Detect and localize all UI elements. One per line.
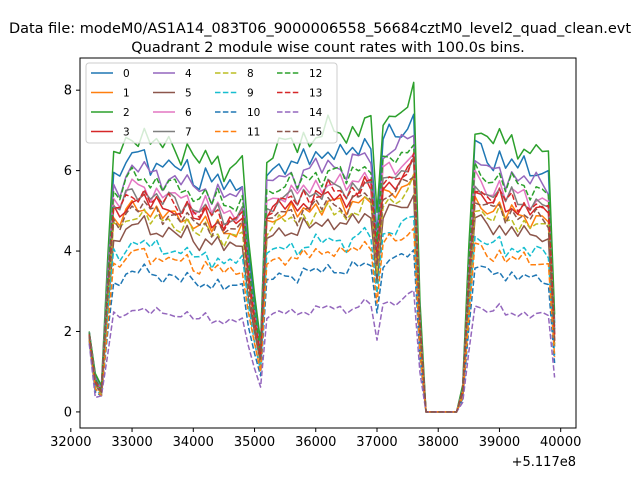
series-line-7 — [88, 156, 556, 413]
legend-label-10: 10 — [247, 107, 260, 119]
legend-label-6: 6 — [185, 107, 192, 119]
series-line-13 — [88, 152, 556, 413]
series-line-0 — [88, 113, 556, 413]
series-line-10 — [88, 249, 556, 413]
legend-label-1: 1 — [123, 88, 130, 100]
series-line-6 — [88, 153, 556, 413]
x-offset-label: +5.117e8 — [512, 455, 576, 470]
x-tick-label: 35000 — [234, 435, 275, 450]
series-line-11 — [88, 227, 556, 413]
legend-label-4: 4 — [185, 68, 192, 80]
series-line-14 — [88, 289, 556, 413]
series-line-1 — [88, 176, 556, 413]
legend-frame — [85, 62, 338, 144]
legend-label-9: 9 — [247, 88, 254, 100]
x-tick-label: 40000 — [540, 435, 581, 450]
legend-label-3: 3 — [123, 127, 130, 139]
series-line-15 — [88, 176, 556, 413]
legend-label-2: 2 — [123, 107, 130, 119]
y-tick-label: 2 — [64, 325, 72, 340]
legend-label-0: 0 — [123, 68, 130, 80]
series-line-3 — [88, 159, 556, 413]
y-tick-label: 4 — [64, 245, 72, 260]
legend-label-11: 11 — [247, 127, 260, 139]
legend-label-15: 15 — [309, 127, 322, 139]
legend-label-13: 13 — [309, 88, 322, 100]
series-line-5 — [88, 194, 556, 413]
legend-label-7: 7 — [185, 127, 192, 139]
y-tick-label: 6 — [64, 164, 72, 179]
series-line-9 — [88, 215, 556, 413]
plot-frame — [79, 57, 577, 429]
x-tick-label: 34000 — [173, 435, 214, 450]
legend-label-8: 8 — [247, 68, 254, 80]
y-axis: 0 2 4 6 8 — [64, 84, 80, 420]
legend-label-14: 14 — [309, 107, 323, 119]
legend-label-5: 5 — [185, 88, 192, 100]
x-tick-label: 39000 — [479, 435, 520, 450]
x-tick-label: 36000 — [295, 435, 336, 450]
y-tick-label: 0 — [64, 405, 72, 420]
suptitle: Data file: modeM0/AS1A14_083T06_90000065… — [9, 21, 631, 37]
x-tick-label: 32000 — [50, 435, 91, 450]
x-axis: 32000 33000 34000 35000 36000 37000 38000 39000… — [50, 428, 581, 450]
x-tick-label: 33000 — [111, 435, 152, 450]
chart-title: Quadrant 2 module wise count rates with … — [131, 40, 525, 56]
series-line-4 — [88, 133, 556, 413]
legend-label-12: 12 — [309, 68, 322, 80]
y-tick-label: 8 — [64, 84, 72, 99]
x-tick-label: 38000 — [418, 435, 459, 450]
x-tick-label: 37000 — [356, 435, 397, 450]
series-line-12 — [88, 144, 556, 413]
